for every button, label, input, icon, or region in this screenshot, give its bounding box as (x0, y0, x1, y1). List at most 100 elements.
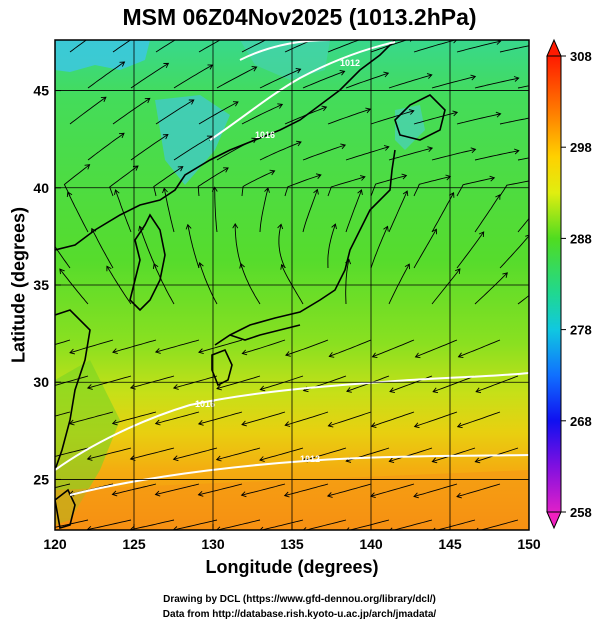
streamline (499, 235, 529, 269)
streamline-arrow (346, 527, 350, 530)
colorbar-label: 268 (570, 414, 592, 429)
y-tick-label: 25 (33, 471, 49, 487)
isobar-label: 1016 (195, 399, 215, 409)
streamline (130, 519, 175, 530)
streamline (115, 189, 132, 233)
streamline-arrow (331, 223, 337, 230)
streamline (456, 231, 485, 269)
streamline-arrow (402, 190, 409, 197)
streamline-arrow (223, 167, 229, 173)
streamline-arrow (251, 66, 258, 72)
streamline (109, 165, 139, 197)
streamline-arrow (215, 455, 222, 462)
streamline (55, 447, 89, 457)
streamline-arrow (172, 384, 179, 390)
streamline (302, 447, 347, 462)
streamline-arrow (513, 76, 520, 82)
streamline-arrow (269, 169, 276, 176)
isobar-label: 1012 (300, 454, 320, 464)
streamline (327, 176, 366, 197)
x-tick-label: 125 (122, 536, 146, 552)
streamline-arrow (474, 457, 481, 464)
colorbar-label: 298 (570, 140, 592, 155)
streamline-arrow (106, 265, 112, 272)
streamline (91, 228, 114, 269)
streamline (55, 519, 89, 528)
isobar-labels: 1016 1012 1016 1012 (195, 58, 360, 464)
streamline (499, 180, 529, 197)
streamline (371, 411, 415, 427)
streamline-arrow (432, 527, 436, 530)
streamline (260, 519, 304, 530)
streamline-arrow (456, 492, 462, 499)
streamline (372, 339, 415, 358)
streamline-arrow (232, 223, 239, 229)
coastlines (55, 40, 446, 530)
streamline-arrow (383, 145, 390, 151)
streamline (112, 339, 157, 353)
streamline (388, 263, 410, 305)
streamline-arrow (119, 61, 126, 67)
streamline-arrow (216, 526, 221, 530)
streamline (456, 40, 501, 53)
streamline-arrow (90, 227, 97, 234)
streamline-arrow (45, 231, 50, 236)
streamline (139, 226, 157, 269)
streamline (55, 339, 71, 345)
streamline-arrow (114, 189, 120, 195)
streamline (517, 85, 529, 89)
y-tick-label: 30 (33, 374, 49, 390)
streamline-arrow (383, 71, 390, 78)
streamline (187, 224, 200, 269)
streamline (413, 228, 437, 269)
streamline (87, 447, 132, 460)
streamline-arrow (371, 352, 378, 359)
streamline (474, 77, 519, 89)
streamline-arrow (285, 351, 291, 357)
streamline-arrow (112, 348, 118, 355)
streamline-arrow (426, 73, 433, 79)
streamline-arrow (455, 268, 461, 274)
streamline (55, 483, 71, 489)
streamline-arrow (86, 455, 93, 461)
streamline (241, 483, 286, 496)
streamline-arrow (513, 148, 520, 155)
streamline-arrow (118, 132, 125, 139)
streamline-arrow (259, 456, 265, 462)
streamline (69, 96, 107, 125)
streamline (475, 375, 519, 393)
y-ticks: 25 30 35 40 45 (33, 83, 61, 487)
y-axis-label-wrap: Latitude (degrees) (9, 40, 29, 530)
streamline (199, 262, 218, 305)
streamline (87, 132, 125, 161)
streamline-arrow (345, 258, 352, 265)
streamline-arrow (339, 69, 346, 76)
streamline-arrow (251, 137, 258, 144)
streamline (388, 190, 408, 233)
streamline (345, 259, 350, 305)
streamline-arrow (470, 147, 477, 154)
streamline-arrow (541, 197, 546, 202)
streamline-arrow (145, 27, 150, 32)
streamline-arrow (321, 33, 326, 38)
streamline-arrow (470, 74, 477, 81)
streamline (389, 447, 433, 462)
streamline (327, 40, 361, 53)
streamline-arrow (357, 189, 363, 195)
colorbar-bar (546, 55, 562, 513)
credit-drawing: Drawing by DCL (https://www.gfd-dennou.o… (163, 594, 436, 605)
streamline (517, 294, 529, 305)
streamline (130, 447, 175, 460)
streamline (241, 40, 267, 53)
streamline (345, 72, 389, 89)
streamline (234, 223, 243, 269)
streamline-arrow (233, 30, 238, 35)
streamline (155, 483, 200, 496)
streamline-arrow (101, 26, 106, 31)
streamline-arrow (45, 456, 50, 461)
streamline (69, 40, 87, 53)
streamline-arrow (280, 263, 286, 270)
streamline-arrow (216, 384, 222, 391)
streamline (87, 61, 125, 89)
streamline-arrow (359, 175, 366, 181)
